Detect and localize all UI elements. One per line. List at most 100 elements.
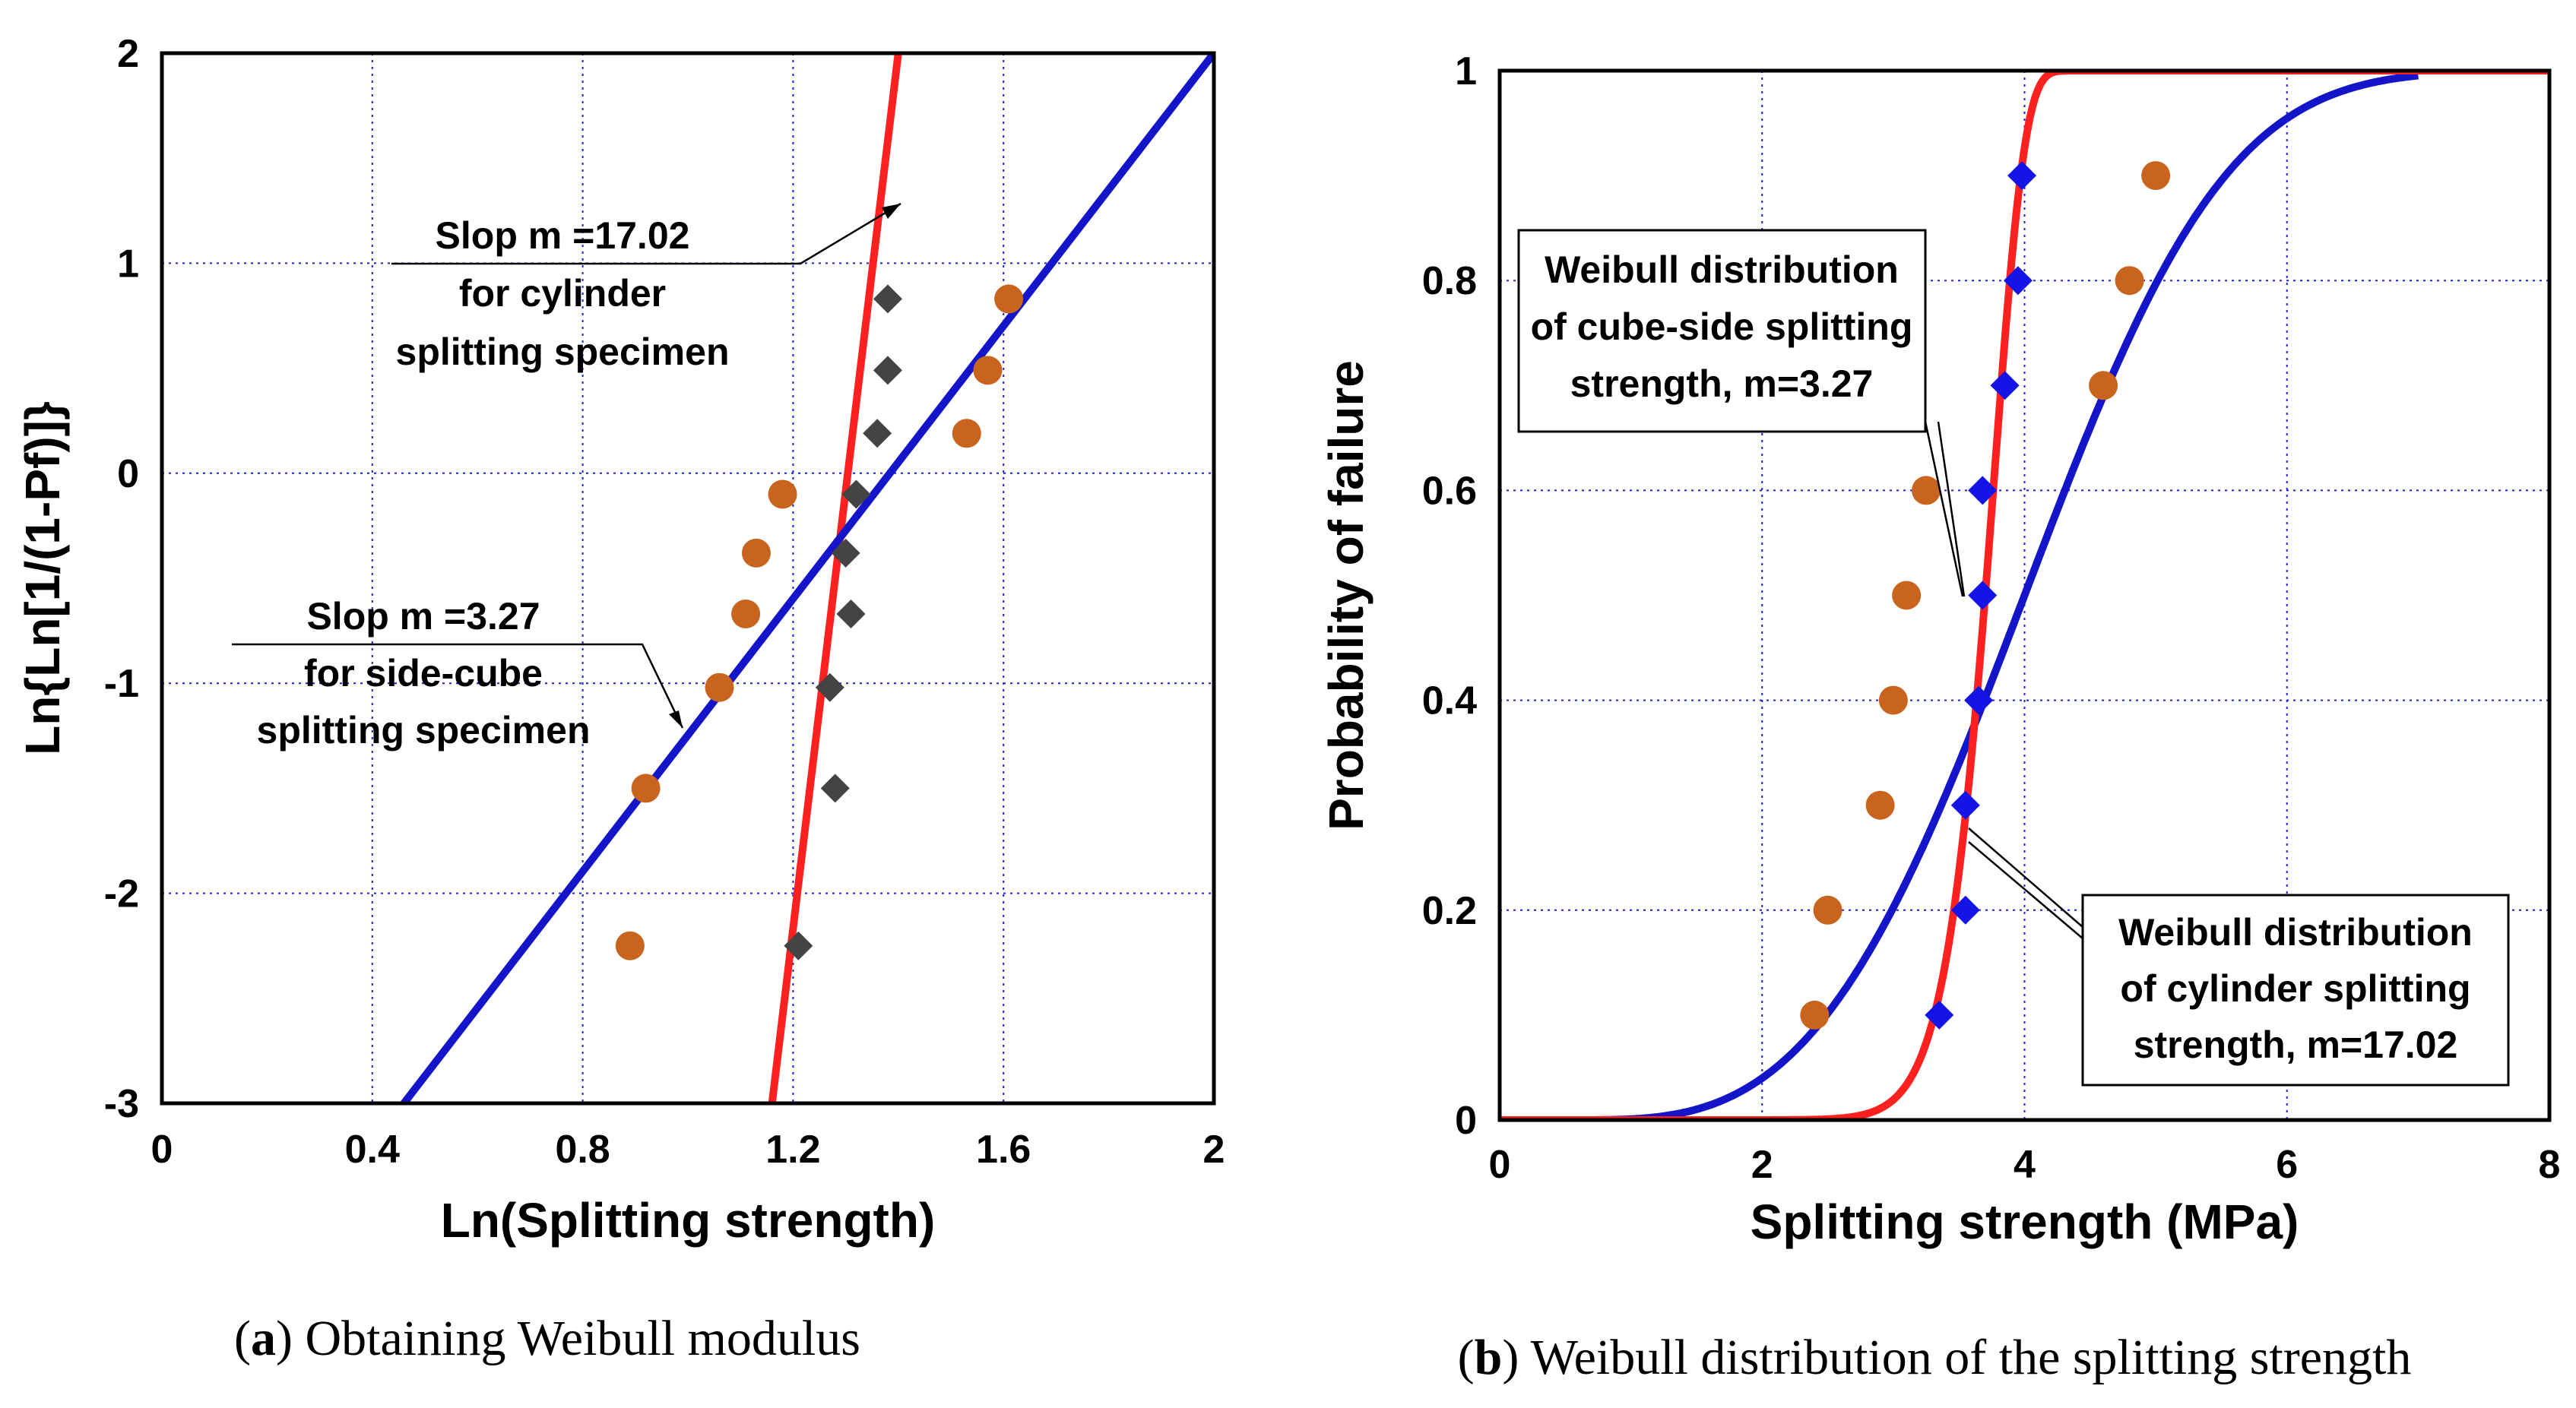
- caption-b: (b) Weibull distribution of the splittin…: [1458, 1330, 2412, 1385]
- data-point-diamond: [820, 774, 850, 803]
- panel-b-annotation-cube-side: Weibull distribution of cube-side splitt…: [1517, 229, 1966, 597]
- x-tick-label: 1.2: [765, 1128, 820, 1172]
- data-point-circle: [705, 672, 734, 702]
- y-tick-label: 0.2: [1422, 889, 1477, 933]
- data-point-diamond: [1990, 371, 2020, 400]
- panel-b-distribution-curves: [1500, 71, 2549, 1120]
- data-point-circle: [731, 599, 761, 628]
- panel-b-plot-frame: [1497, 68, 2552, 1122]
- caption-a-text: ) Obtaining Weibull modulus: [276, 1311, 860, 1366]
- panel-b-x-axis-label: Splitting strength (MPa): [1751, 1194, 2299, 1249]
- panel-a-annotation-cylinder: Slop m =17.02 for cylinder splitting spe…: [391, 202, 901, 373]
- panel-a-plot-frame: [160, 51, 1216, 1106]
- x-tick-label: 0.4: [345, 1128, 400, 1172]
- annotation-cylinder-b-line-1: Weibull distribution: [2118, 911, 2473, 954]
- panel-a-annotation-side-cube: Slop m =3.27 for side-cube splitting spe…: [232, 595, 684, 751]
- fit-line: [400, 53, 1214, 1103]
- distribution-curve: [1500, 71, 2549, 1120]
- data-point-circle: [615, 931, 645, 960]
- annotation-cylinder-b-line-2: of cylinder splitting: [2120, 967, 2470, 1010]
- x-tick-label: 0: [151, 1128, 173, 1172]
- x-tick-label: 1.6: [976, 1128, 1031, 1172]
- data-point-circle: [973, 356, 1003, 385]
- annotation-side-cube-line-3: splitting specimen: [257, 709, 591, 751]
- annotation-cube-side-box: [1517, 229, 1927, 433]
- panel-a-tick-labels: 0 0.4 0.8 1.2 1.6 2 -3 -2 -1 0 1 2: [104, 32, 1225, 1172]
- data-point-circle: [994, 284, 1024, 314]
- panel-a-data-points: [615, 284, 1024, 960]
- x-tick-label: 2: [1203, 1128, 1225, 1172]
- panel-b-tick-labels: 0 2 4 6 8 0 0.2 0.4 0.6 0.8 1: [1422, 49, 2561, 1187]
- panel-a-chart: 0 0.4 0.8 1.2 1.6 2 -3 -2 -1 0 1 2 Ln(Splitting str…: [15, 32, 1225, 1248]
- annotation-cube-side-line-2: of cube-side splitting: [1531, 305, 1913, 348]
- x-tick-label: 6: [2276, 1143, 2298, 1187]
- data-point-circle: [1912, 476, 1941, 505]
- y-tick-label: 1: [117, 242, 139, 286]
- x-tick-label: 2: [1751, 1143, 1773, 1187]
- panel-b-y-axis-label: Probability of failure: [1319, 360, 1374, 831]
- annotation-cylinder-line-3: splitting specimen: [396, 331, 730, 373]
- annotation-cylinder-b-line-3: strength, m=17.02: [2134, 1024, 2458, 1066]
- data-point-diamond: [784, 931, 813, 960]
- data-point-diamond: [815, 672, 844, 702]
- annotation-cylinder-line-2: for cylinder: [459, 272, 666, 315]
- data-point-diamond: [1968, 581, 1998, 610]
- annotation-side-cube-line-1: Slop m =3.27: [306, 595, 540, 638]
- data-point-circle: [768, 479, 797, 509]
- y-tick-label: 0: [117, 452, 139, 496]
- caption-b-label: b: [1475, 1330, 1503, 1385]
- panel-a-fit-lines: [400, 53, 1214, 1103]
- data-point-diamond: [831, 538, 860, 568]
- annotation-side-cube-line-2: for side-cube: [304, 652, 543, 695]
- data-point-diamond: [873, 284, 902, 314]
- data-point-diamond: [836, 599, 866, 628]
- data-point-circle: [2141, 161, 2171, 191]
- x-tick-label: 8: [2539, 1143, 2561, 1187]
- y-tick-label: -2: [104, 872, 139, 916]
- data-point-diamond: [1964, 685, 1994, 715]
- panel-a-y-axis-label: Ln{Ln[1/(1-Pf)]}: [15, 401, 70, 755]
- data-point-diamond: [1950, 895, 1980, 925]
- data-point-circle: [952, 419, 981, 448]
- y-tick-label: -1: [104, 662, 139, 706]
- data-point-circle: [2089, 371, 2118, 400]
- annotation-cube-side-line-3: strength, m=3.27: [1570, 362, 1874, 405]
- data-point-circle: [741, 538, 771, 568]
- data-point-diamond: [1968, 476, 1998, 505]
- annotation-cube-side-line-1: Weibull distribution: [1545, 248, 1899, 291]
- annotation-cylinder-line-1: Slop m =17.02: [436, 214, 690, 257]
- x-tick-label: 0.8: [555, 1128, 610, 1172]
- data-point-circle: [1865, 790, 1895, 820]
- panel-b-annotation-cylinder: Weibull distribution of cylinder splitti…: [1968, 827, 2510, 1087]
- data-point-diamond: [873, 356, 902, 385]
- panel-b-data-points: [1800, 161, 2171, 1030]
- data-point-circle: [631, 774, 661, 803]
- panel-a-x-axis-label: Ln(Splitting strength): [441, 1193, 936, 1248]
- y-tick-label: 0.4: [1422, 679, 1477, 723]
- annotation-cylinder-box: [2081, 894, 2510, 1087]
- data-point-diamond: [863, 419, 892, 448]
- fit-line: [768, 53, 902, 1103]
- y-tick-label: 2: [117, 32, 139, 76]
- y-tick-label: 1: [1455, 49, 1477, 93]
- data-point-diamond: [841, 479, 871, 509]
- data-point-diamond: [2003, 266, 2033, 296]
- panel-b-chart: 0 2 4 6 8 0 0.2 0.4 0.6 0.8 1 Splitting strength (…: [1319, 49, 2560, 1249]
- x-tick-label: 0: [1489, 1143, 1511, 1187]
- data-point-circle: [2115, 266, 2144, 296]
- data-point-diamond: [2007, 161, 2037, 191]
- data-point-circle: [1892, 581, 1922, 610]
- data-point-circle: [1800, 1000, 1830, 1030]
- y-tick-label: 0: [1455, 1099, 1477, 1143]
- panel-a-grid: [161, 52, 1215, 1104]
- x-tick-label: 4: [2014, 1143, 2036, 1187]
- caption-b-text: ) Weibull distribution of the splitting …: [1502, 1330, 2411, 1385]
- data-point-diamond: [1925, 1000, 1954, 1030]
- y-tick-label: 0.8: [1422, 259, 1477, 303]
- y-tick-label: 0.6: [1422, 469, 1477, 513]
- y-tick-label: -3: [104, 1082, 139, 1126]
- data-point-diamond: [1950, 790, 1980, 820]
- caption-a: (a) Obtaining Weibull modulus: [234, 1311, 860, 1366]
- data-point-circle: [1878, 685, 1908, 715]
